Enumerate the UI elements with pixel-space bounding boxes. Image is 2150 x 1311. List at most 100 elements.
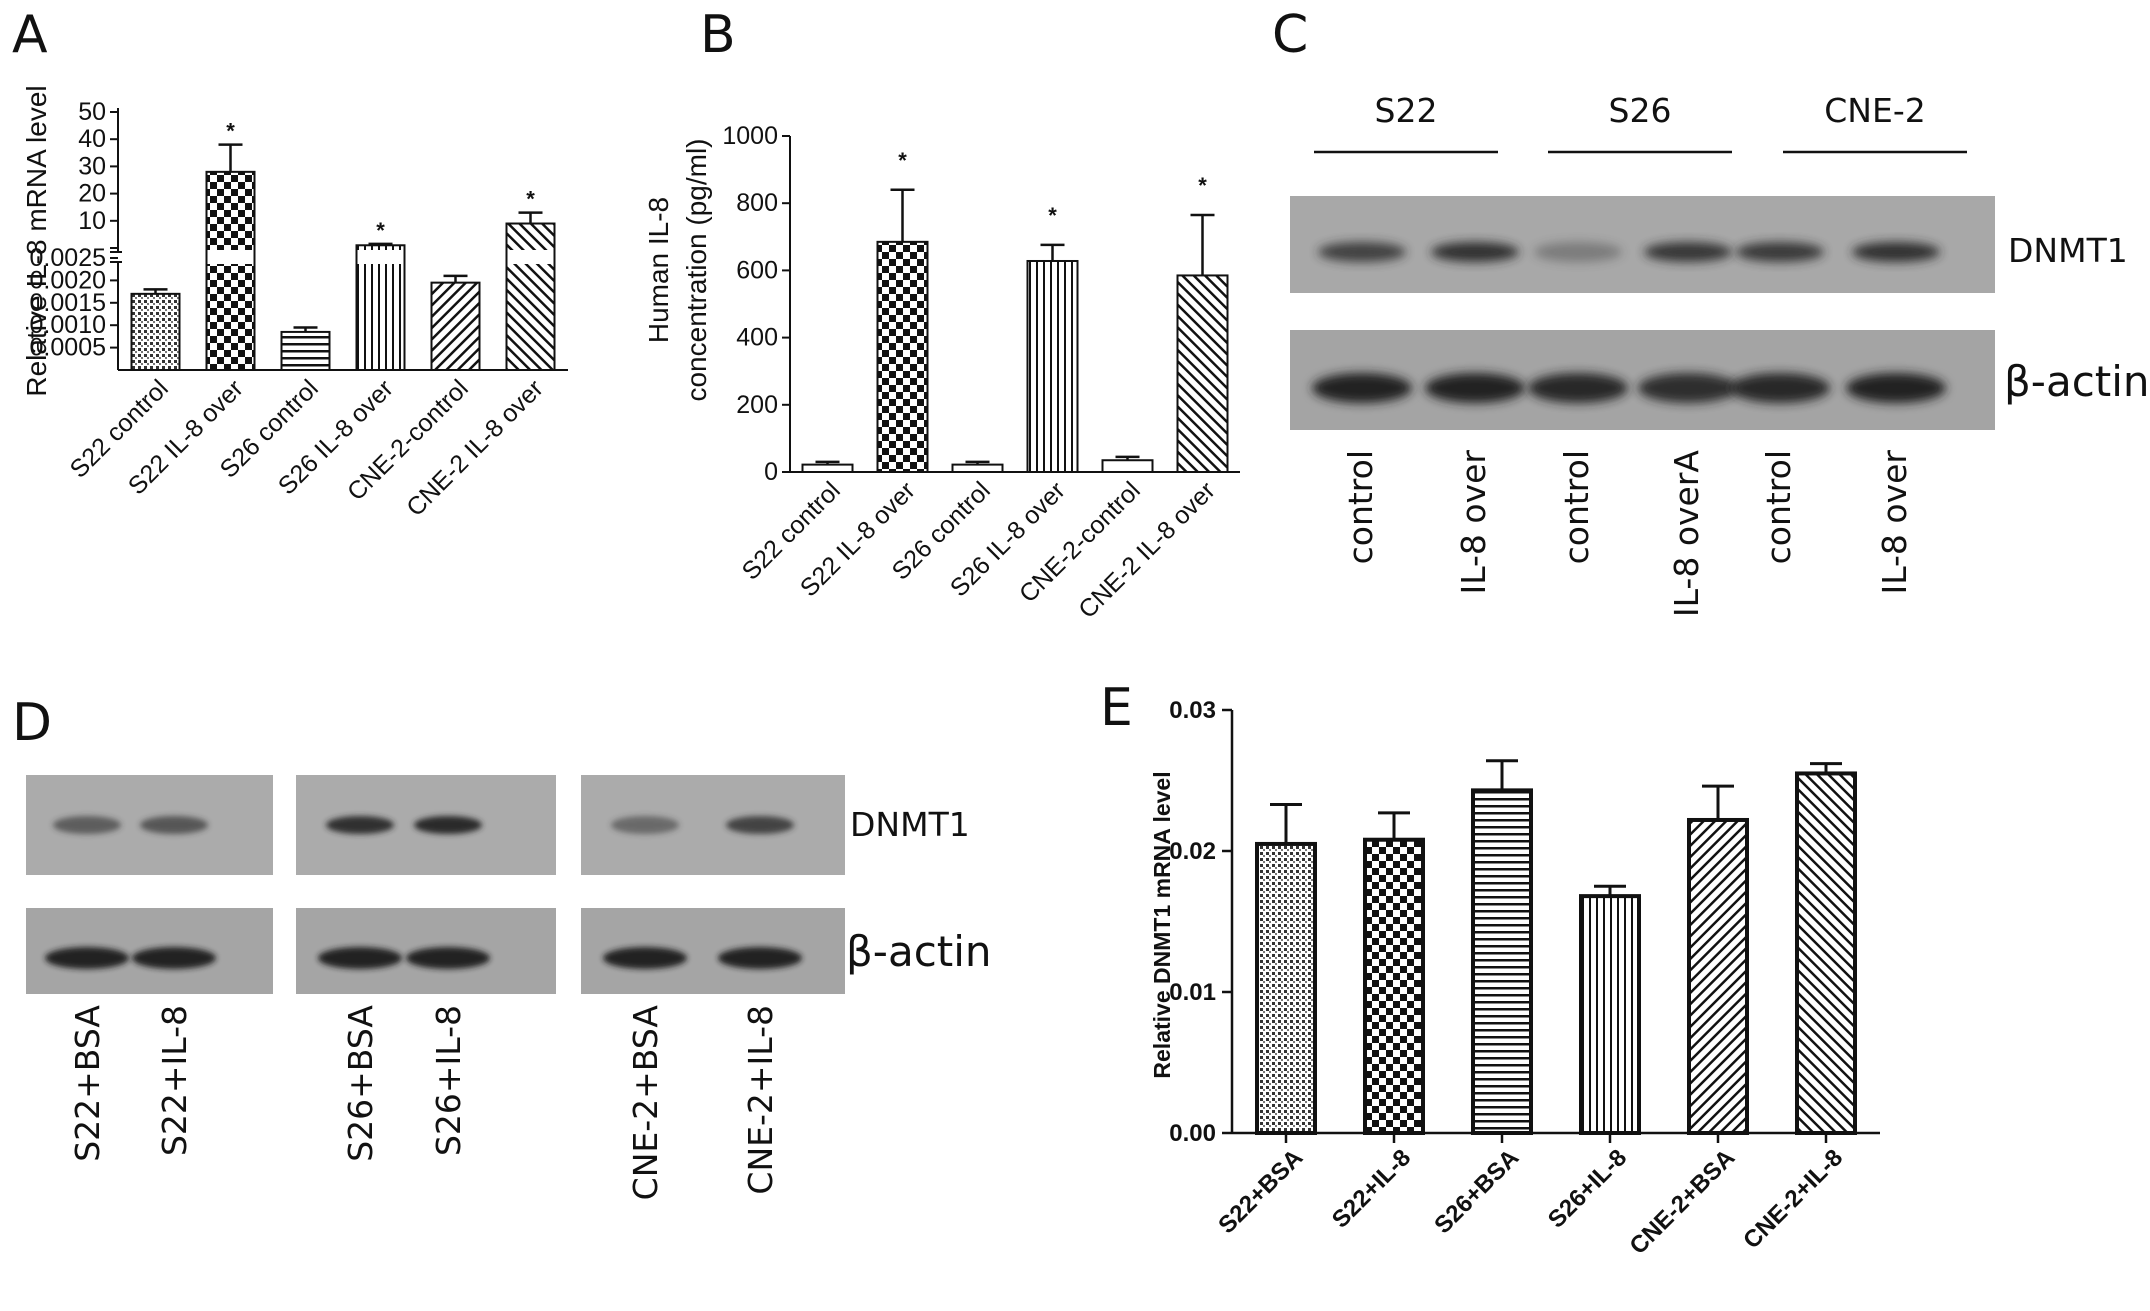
lane-label: IL-8 over bbox=[1875, 450, 1914, 595]
y-tick-label: 0.00 bbox=[1169, 1120, 1216, 1147]
y-tick-label: 50 bbox=[78, 98, 106, 126]
lane-label: control bbox=[1341, 450, 1380, 564]
lane-label: IL-8 overA bbox=[1667, 450, 1706, 618]
bar bbox=[430, 281, 481, 372]
bar bbox=[1176, 274, 1229, 473]
bar bbox=[280, 330, 331, 372]
band-actin bbox=[1730, 373, 1830, 403]
group-label: S22 bbox=[1375, 91, 1438, 130]
bar bbox=[1687, 817, 1749, 1135]
bar-break-gap bbox=[207, 250, 254, 264]
lane-label: CNE-2+IL-8 bbox=[741, 1005, 780, 1195]
y-axis-label: Relative DNMT1 mRNA level bbox=[1149, 771, 1175, 1078]
lane-label: S22+BSA bbox=[68, 1005, 107, 1162]
band-actin bbox=[132, 947, 216, 969]
panel-letter-c: C bbox=[1272, 5, 1308, 65]
y-tick-label: 0.0025 bbox=[30, 244, 106, 272]
significance-star: * bbox=[226, 119, 235, 144]
lane-label: control bbox=[1557, 450, 1596, 564]
chart-e: 0.00 0.01 0.02 0.03 Relative DNMT1 mRNA leve… bbox=[1149, 697, 1880, 1260]
band-dnmt1 bbox=[53, 816, 121, 834]
band-dnmt1 bbox=[1534, 242, 1622, 262]
lane-label: IL-8 over bbox=[1454, 450, 1493, 595]
band-actin bbox=[1638, 373, 1738, 403]
lane-label: CNE-2+BSA bbox=[626, 1005, 665, 1201]
bar bbox=[130, 292, 181, 371]
significance-star: * bbox=[898, 148, 907, 173]
band-dnmt1 bbox=[1644, 242, 1732, 262]
x-tick-label: S22+IL-8 bbox=[1327, 1144, 1416, 1233]
y-tick-label: 0.0020 bbox=[30, 266, 106, 294]
band-actin bbox=[1528, 373, 1628, 403]
significance-star: * bbox=[526, 187, 535, 212]
bar bbox=[1471, 788, 1533, 1135]
panel-letter-d: D bbox=[12, 693, 52, 753]
band-dnmt1 bbox=[1431, 242, 1519, 262]
significance-star: * bbox=[1198, 173, 1207, 198]
y-tick-label: 600 bbox=[736, 256, 778, 284]
y-axis-label: concentration (pg/ml) bbox=[681, 138, 712, 401]
band-dnmt1 bbox=[1852, 242, 1940, 262]
y-tick-label: 40 bbox=[78, 125, 106, 153]
x-tick-label: CNE-2+BSA bbox=[1624, 1144, 1740, 1260]
y-tick-label: 0.0010 bbox=[30, 311, 106, 339]
x-tick-label: S22+BSA bbox=[1213, 1144, 1308, 1239]
band-dnmt1 bbox=[140, 816, 208, 834]
bar-break-gap bbox=[357, 250, 404, 264]
x-tick-label: S26+IL-8 bbox=[1543, 1144, 1632, 1233]
lane-label: S26+BSA bbox=[341, 1005, 380, 1162]
y-axis-label: Human IL-8 bbox=[643, 197, 674, 343]
panel-letter-b: B bbox=[700, 5, 736, 65]
y-tick-label: 20 bbox=[78, 180, 106, 208]
y-tick-label: 0.02 bbox=[1169, 838, 1216, 865]
x-tick-label: CNE-2 IL-8 over bbox=[1073, 476, 1221, 624]
band-dnmt1 bbox=[414, 816, 482, 834]
y-tick-label: 0.0015 bbox=[30, 289, 106, 317]
bar bbox=[1255, 841, 1317, 1135]
row-label-dnmt1: DNMT1 bbox=[2008, 231, 2128, 270]
bar bbox=[505, 222, 556, 371]
bar-break-gap bbox=[507, 250, 554, 264]
band-dnmt1 bbox=[611, 816, 679, 834]
band-actin bbox=[1846, 373, 1946, 403]
lane-label: S26+IL-8 bbox=[429, 1005, 468, 1156]
group-label: S26 bbox=[1609, 91, 1672, 130]
bar bbox=[801, 463, 854, 474]
panel-letter-a: A bbox=[12, 5, 48, 65]
blot-d: S22+BSA S22+IL-8 S26+BSA S26+IL-8 CNE-2+BSA C… bbox=[26, 775, 992, 1200]
band-actin bbox=[1312, 373, 1412, 403]
significance-star: * bbox=[1048, 203, 1057, 228]
y-tick-label: 1000 bbox=[722, 122, 778, 150]
band-actin bbox=[318, 947, 402, 969]
bar bbox=[355, 244, 406, 371]
band-actin bbox=[603, 947, 687, 969]
y-tick-label: 800 bbox=[736, 189, 778, 217]
bar bbox=[1363, 837, 1425, 1135]
bar bbox=[1579, 894, 1641, 1135]
band-dnmt1 bbox=[326, 816, 394, 834]
bar bbox=[205, 170, 256, 371]
lane-label: S22+IL-8 bbox=[155, 1005, 194, 1156]
y-tick-label: 400 bbox=[736, 324, 778, 352]
band-actin bbox=[406, 947, 490, 969]
panel-letter-e: E bbox=[1100, 678, 1133, 738]
y-tick-label: 0 bbox=[764, 458, 778, 486]
band-actin bbox=[45, 947, 129, 969]
x-tick-label: S26+BSA bbox=[1429, 1144, 1524, 1239]
y-tick-label: 0.03 bbox=[1169, 697, 1216, 724]
y-tick-label: 10 bbox=[78, 207, 106, 235]
y-tick-label: 30 bbox=[78, 152, 106, 180]
group-label: CNE-2 bbox=[1824, 91, 1925, 130]
band-dnmt1 bbox=[1736, 242, 1824, 262]
bar bbox=[951, 463, 1004, 474]
band-dnmt1 bbox=[1318, 242, 1406, 262]
bar bbox=[1026, 259, 1079, 473]
y-axis-label: Relative IL-8 mRNA level bbox=[21, 85, 52, 396]
band-actin bbox=[1425, 373, 1525, 403]
band-dnmt1 bbox=[726, 816, 794, 834]
lane-label: control bbox=[1759, 450, 1798, 564]
x-tick-label: CNE-2+IL-8 bbox=[1738, 1144, 1848, 1254]
significance-star: * bbox=[376, 218, 385, 243]
